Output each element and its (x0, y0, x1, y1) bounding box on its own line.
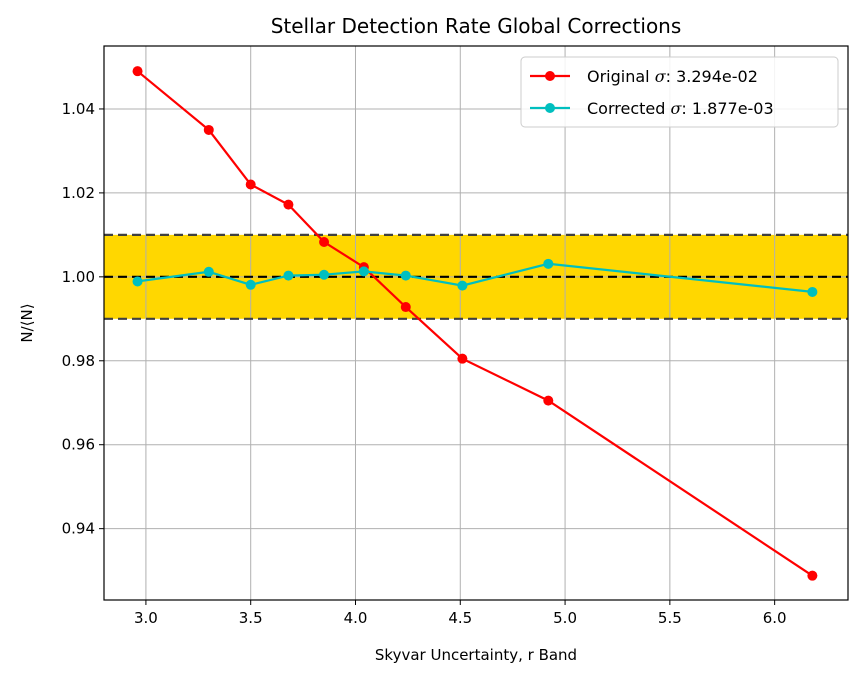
y-tick-label: 1.04 (62, 100, 95, 118)
series-1-point (132, 276, 143, 287)
x-tick-label: 5.5 (658, 609, 682, 627)
plot-area (104, 46, 848, 600)
y-tick-label: 1.00 (62, 268, 95, 286)
y-tick-label: 0.94 (62, 520, 95, 538)
series-0-point (807, 570, 818, 581)
reference-lines (104, 233, 848, 320)
y-tick-label: 0.96 (62, 436, 95, 454)
series-1-point (400, 270, 411, 281)
series-0-point (203, 124, 214, 135)
legend-marker-1 (545, 103, 555, 113)
series-1-point (457, 280, 468, 291)
series-1-point (283, 270, 294, 281)
series-line-1 (137, 262, 813, 293)
legend-label-0: Original σ: 3.294e-02 (587, 67, 758, 86)
series-0-point (457, 353, 468, 364)
series-0-point (132, 66, 143, 77)
x-ticks: 3.0 3.5 4.0 4.5 5.0 5.5 6.0 (134, 600, 787, 627)
y-tick-label: 0.98 (62, 352, 95, 370)
series-line-0 (136, 70, 814, 577)
series-1-point (245, 279, 256, 290)
series-layer (132, 66, 818, 581)
legend: Original σ: 3.294e-02 Corrected σ: 1.877e… (520, 56, 839, 128)
axes-border (103, 45, 849, 601)
legend-label-1: Corrected σ: 1.877e-03 (587, 99, 774, 118)
chart-title: Stellar Detection Rate Global Correction… (271, 14, 682, 38)
legend-marker-0 (545, 71, 555, 81)
y-ticks: 0.94 0.96 0.98 1.00 1.02 1.04 (62, 100, 104, 538)
series-0-point (400, 302, 411, 313)
series-0-point (319, 236, 330, 247)
series-0-point (245, 179, 256, 190)
series-1-point (203, 266, 214, 277)
x-axis-title: Skyvar Uncertainty, r Band (375, 646, 577, 664)
x-tick-label: 4.5 (448, 609, 472, 627)
series-1-point (543, 258, 554, 269)
x-tick-label: 5.0 (553, 609, 577, 627)
legend-box (520, 56, 839, 128)
series-1-point (358, 266, 369, 277)
series-0-point (283, 199, 294, 210)
plot-background (104, 46, 848, 600)
x-tick-label: 3.0 (134, 609, 158, 627)
x-tick-label: 4.0 (344, 609, 368, 627)
y-tick-label: 1.02 (62, 184, 95, 202)
y-axis-title: N/⟨N⟩ (18, 303, 36, 342)
series-0-point (543, 395, 554, 406)
axes-frame (103, 45, 849, 601)
x-tick-label: 3.5 (239, 609, 263, 627)
x-tick-label: 6.0 (763, 609, 787, 627)
series-1-point (807, 286, 818, 297)
series-1-point (319, 269, 330, 280)
